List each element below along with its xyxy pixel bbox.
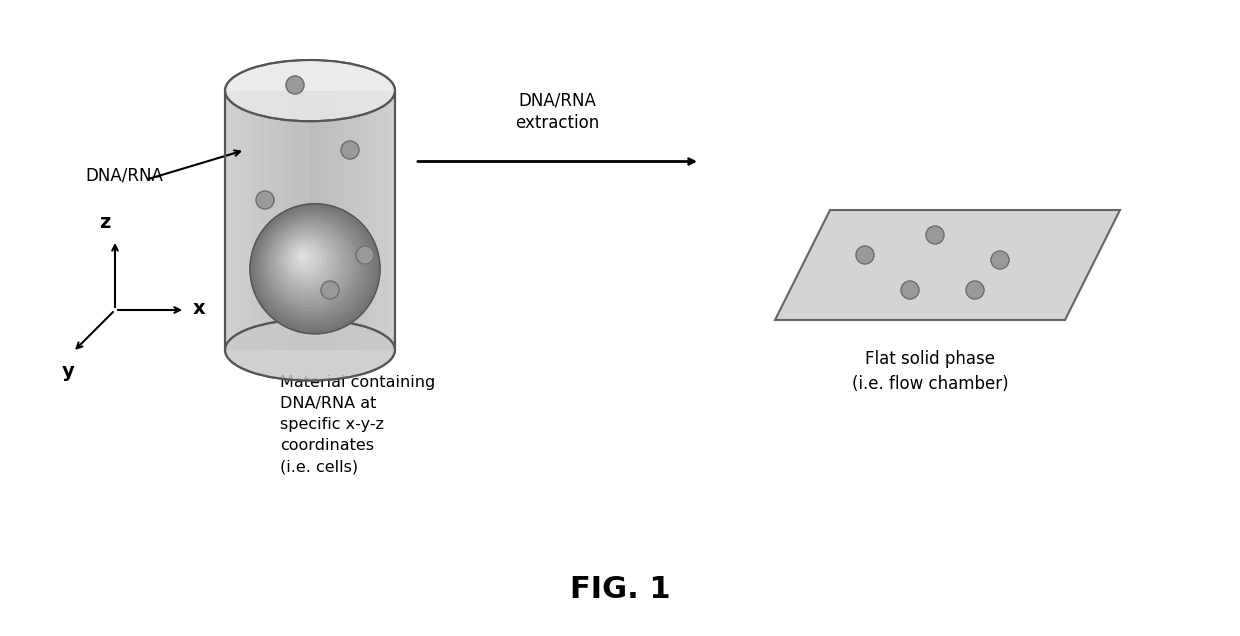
Circle shape <box>289 243 321 275</box>
Text: x: x <box>193 298 206 317</box>
Bar <box>301 90 310 350</box>
Bar <box>319 90 327 350</box>
Bar <box>242 90 250 350</box>
Circle shape <box>270 225 348 303</box>
Circle shape <box>263 217 361 314</box>
Circle shape <box>281 235 334 287</box>
Bar <box>343 90 352 350</box>
Text: Material containing
DNA/RNA at
specific x-y-z
coordinates
(i.e. cells): Material containing DNA/RNA at specific … <box>280 375 435 474</box>
Bar <box>378 90 387 350</box>
Text: Flat solid phase
(i.e. flow chamber): Flat solid phase (i.e. flow chamber) <box>852 350 1008 393</box>
Text: z: z <box>99 213 110 232</box>
Circle shape <box>966 281 985 299</box>
Ellipse shape <box>224 60 396 121</box>
Bar <box>277 90 284 350</box>
Circle shape <box>901 281 919 299</box>
Ellipse shape <box>224 319 396 380</box>
Circle shape <box>255 191 274 209</box>
Bar <box>224 90 233 350</box>
Text: FIG. 1: FIG. 1 <box>569 576 671 604</box>
Polygon shape <box>775 210 1120 320</box>
Circle shape <box>268 222 352 307</box>
Circle shape <box>260 214 365 318</box>
Bar <box>361 90 370 350</box>
Bar <box>352 90 361 350</box>
Circle shape <box>279 232 337 291</box>
Bar <box>233 90 242 350</box>
Bar <box>259 90 268 350</box>
Text: DNA/RNA
extraction: DNA/RNA extraction <box>516 92 600 132</box>
Circle shape <box>991 251 1009 269</box>
Circle shape <box>253 207 376 330</box>
Circle shape <box>294 248 314 268</box>
Bar <box>250 90 259 350</box>
Bar <box>336 90 343 350</box>
Circle shape <box>291 245 317 272</box>
FancyBboxPatch shape <box>224 90 396 350</box>
Circle shape <box>284 238 330 283</box>
Circle shape <box>299 253 306 259</box>
Text: DNA/RNA: DNA/RNA <box>86 166 162 184</box>
Circle shape <box>321 281 339 299</box>
Bar <box>387 90 396 350</box>
Circle shape <box>286 240 325 279</box>
Bar <box>310 90 319 350</box>
Bar <box>327 90 336 350</box>
Bar <box>293 90 301 350</box>
Circle shape <box>255 209 372 326</box>
Bar <box>284 90 293 350</box>
Circle shape <box>277 230 341 295</box>
Text: y: y <box>62 362 74 381</box>
Circle shape <box>856 246 874 264</box>
Bar <box>268 90 277 350</box>
Circle shape <box>250 204 379 334</box>
Circle shape <box>356 246 374 264</box>
Circle shape <box>296 251 310 263</box>
Circle shape <box>258 212 368 322</box>
Circle shape <box>286 76 304 94</box>
Bar <box>370 90 378 350</box>
Circle shape <box>273 227 345 299</box>
Circle shape <box>265 219 357 310</box>
Circle shape <box>341 141 360 159</box>
Circle shape <box>926 226 944 244</box>
